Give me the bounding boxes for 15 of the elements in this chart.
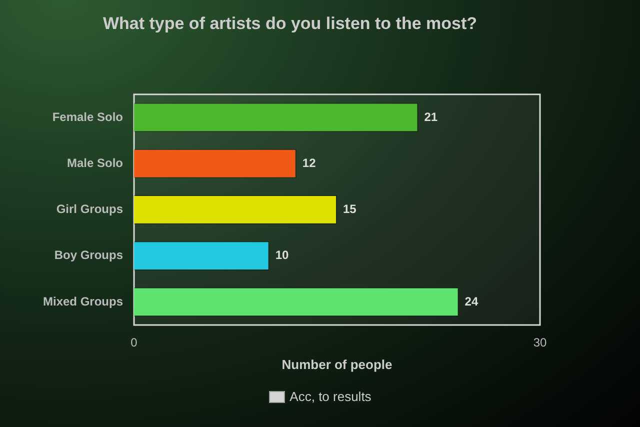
y-tick-label: Mixed Groups	[42, 294, 124, 308]
y-tick-label: Boy Groups	[54, 248, 124, 262]
data-label: 21	[424, 110, 438, 124]
data-label: 10	[275, 248, 290, 262]
x-axis-title: Number of people	[282, 356, 392, 372]
x-tick-label: 30	[533, 336, 547, 350]
y-tick-label: Female Solo	[52, 110, 124, 124]
chart-title: What type of artists do you listen to the most?	[102, 14, 478, 33]
y-tick-label: Male Solo	[66, 156, 124, 170]
data-label: 24	[464, 294, 478, 308]
text: Acc, to results	[290, 389, 372, 404]
y-tick-label: Girl Groups	[56, 202, 124, 216]
data-label: 12	[302, 156, 316, 170]
x-tick-label: 0	[130, 336, 138, 350]
data-label: 15	[343, 202, 357, 216]
